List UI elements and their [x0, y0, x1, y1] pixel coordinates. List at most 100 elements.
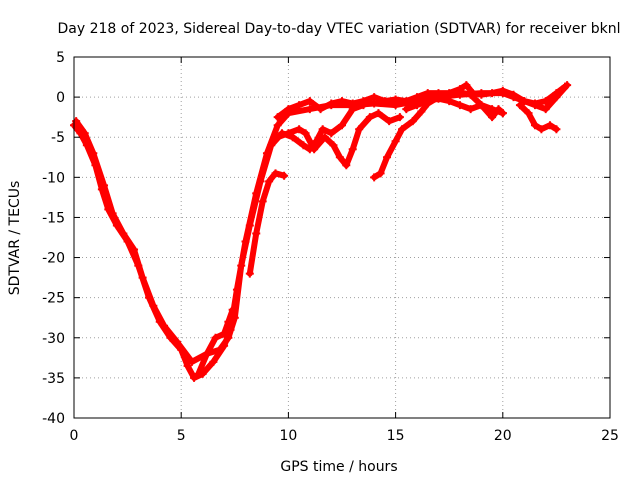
data-point [477, 101, 486, 110]
data-point [423, 97, 432, 106]
data-point [402, 97, 411, 106]
data-point [541, 105, 550, 114]
data-point [237, 261, 246, 270]
data-point [310, 145, 319, 154]
y-tick-label: 0 [56, 90, 65, 106]
data-point [530, 121, 539, 130]
series [273, 81, 572, 122]
data-point [359, 97, 368, 106]
data-point [224, 317, 233, 326]
data-point [224, 333, 233, 342]
data-point [520, 97, 529, 106]
data-point [284, 105, 293, 114]
data-point [509, 90, 518, 99]
x-tick-label: 10 [279, 428, 297, 444]
data-point [72, 117, 81, 126]
data-point [348, 145, 357, 154]
series [515, 101, 561, 134]
data-point [89, 149, 98, 158]
data-point [316, 105, 325, 114]
y-tick-label: -40 [42, 411, 65, 427]
data-point [190, 373, 199, 382]
data-point [408, 117, 417, 126]
plot-area [70, 81, 572, 382]
data-point [183, 361, 192, 370]
data-point [220, 329, 229, 338]
data-point [423, 89, 432, 98]
y-tick-label: -35 [42, 371, 65, 387]
data-point [488, 89, 497, 98]
data-point [383, 153, 392, 162]
data-point [552, 93, 561, 102]
series [245, 169, 289, 278]
data-point [515, 101, 524, 110]
data-point [563, 81, 572, 90]
data-point [413, 93, 422, 102]
data-point [318, 125, 327, 134]
data-point [466, 105, 475, 114]
data-point [228, 305, 237, 314]
data-point [215, 345, 224, 354]
data-point [327, 99, 336, 108]
data-point [299, 141, 308, 150]
data-point [273, 113, 282, 122]
y-tick-label: -5 [51, 130, 65, 146]
data-point [455, 101, 464, 110]
data-point [365, 113, 374, 122]
data-point [370, 93, 379, 102]
data-point [202, 349, 211, 358]
data-point [385, 117, 394, 126]
data-point [545, 121, 554, 130]
data-point [320, 133, 329, 142]
data-point [434, 94, 443, 103]
data-point [468, 89, 477, 98]
data-point [305, 97, 314, 106]
data-point [271, 169, 280, 178]
x-tick-label: 15 [387, 428, 405, 444]
x-tick-label: 25 [601, 428, 619, 444]
data-point [280, 171, 289, 180]
data-point [267, 141, 276, 150]
data-point [252, 229, 261, 238]
y-tick-label: -15 [42, 210, 65, 226]
data-point [329, 141, 338, 150]
data-point [108, 209, 117, 218]
data-point [258, 197, 267, 206]
axis-ticks: 0 5 10 15 20 25 5 0 -5 -10 -15 -20 -25 -30 -35 -40 [42, 50, 619, 444]
data-point [488, 113, 497, 122]
data-point [327, 129, 336, 138]
data-point [455, 85, 464, 94]
data-point [80, 129, 89, 138]
data-point [265, 177, 274, 186]
data-point [130, 245, 139, 254]
data-point [374, 109, 383, 118]
data-point [380, 97, 389, 106]
data-point [209, 357, 218, 366]
data-point [413, 101, 422, 110]
data-point [338, 121, 346, 130]
data-point [530, 101, 539, 110]
series [402, 94, 507, 122]
chart-title: Day 218 of 2023, Sidereal Day-to-day VTE… [58, 21, 621, 37]
data-point [494, 105, 503, 114]
data-point [445, 97, 454, 106]
y-tick-label: -10 [42, 170, 65, 186]
x-tick-label: 5 [177, 428, 186, 444]
data-point [498, 109, 507, 118]
data-point [273, 121, 282, 130]
data-point [348, 99, 357, 108]
data-point [295, 125, 304, 134]
data-point [160, 321, 169, 330]
data-point [417, 107, 426, 116]
y-tick-label: -25 [42, 291, 65, 307]
data-point [391, 137, 400, 146]
series-line [73, 102, 367, 365]
y-tick-label: -20 [42, 251, 65, 267]
x-axis-label: GPS time / hours [280, 459, 397, 475]
data-point [541, 97, 550, 106]
data-point [445, 89, 454, 98]
y-axis-label: SDTVAR / TECUs [7, 181, 23, 296]
data-point [138, 273, 147, 282]
